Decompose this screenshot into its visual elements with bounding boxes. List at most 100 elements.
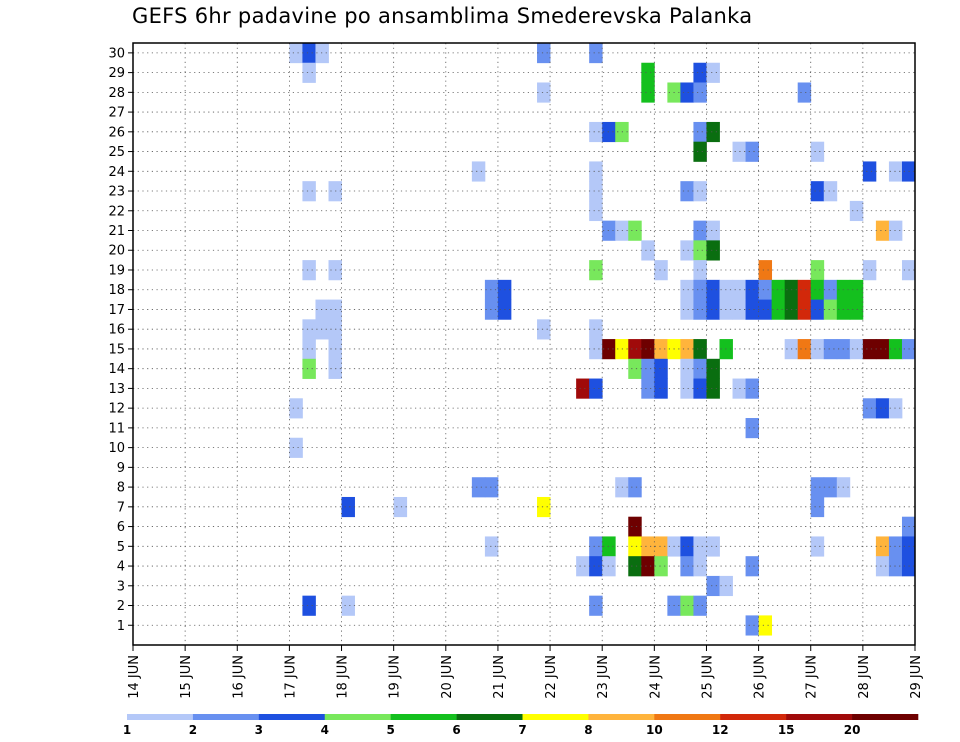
heatmap-cell (589, 536, 603, 557)
legend-swatch (852, 714, 919, 720)
heatmap-cell (693, 279, 707, 300)
heatmap-cell (680, 181, 694, 202)
heatmap-cell (576, 378, 590, 399)
legend-label: 20 (844, 723, 861, 737)
heatmap-cell (823, 339, 838, 360)
heatmap-cell (471, 161, 486, 182)
x-tick-label: 20 JUN (440, 655, 455, 699)
heatmap-cell (680, 279, 694, 300)
y-tick-label: 15 (108, 342, 125, 357)
legend-label: 5 (386, 723, 394, 737)
heatmap-cell (641, 82, 655, 103)
heatmap-cell (771, 299, 786, 320)
heatmap-cell (823, 181, 838, 202)
heatmap-cell (537, 319, 551, 340)
y-tick-label: 27 (108, 106, 125, 121)
heatmap-cell (875, 220, 890, 241)
heatmap-cell (693, 556, 707, 577)
heatmap-cell (745, 615, 759, 636)
heatmap-cell (888, 339, 903, 360)
heatmap-cell (302, 358, 316, 379)
legend: 1 2 3 4 5 6 7 8 10 12 15 20 (123, 714, 919, 737)
y-tick-label: 19 (108, 263, 125, 278)
heatmap-cell (641, 556, 655, 577)
heatmap-cell (745, 418, 759, 439)
y-tick-label: 30 (108, 46, 125, 61)
heatmap-cell (810, 299, 825, 320)
heatmap-cell (758, 615, 773, 636)
heatmap-cell (641, 536, 655, 557)
heatmap-cell (810, 477, 825, 498)
legend-label: 6 (452, 723, 460, 737)
y-tick-label: 12 (108, 402, 125, 417)
heatmap-cell (302, 43, 316, 64)
legend-swatch (786, 714, 853, 720)
legend-label: 2 (189, 723, 197, 737)
heatmap-cell (862, 339, 877, 360)
heatmap-cell (849, 279, 864, 300)
heatmap-cell (654, 536, 668, 557)
heatmap-cell (693, 358, 707, 379)
y-tick-label: 4 (117, 560, 125, 575)
heatmap-cell (888, 398, 903, 419)
heatmap-cell (341, 595, 355, 616)
legend-label: 3 (255, 723, 263, 737)
heatmap-cell (654, 556, 668, 577)
heatmap-cell (302, 181, 316, 202)
heatmap-cell (693, 536, 707, 557)
legend-swatch (324, 714, 391, 720)
heatmap-cell (589, 595, 603, 616)
x-tick-label: 14 JUN (127, 655, 142, 699)
heatmap-cell (602, 339, 616, 360)
heatmap-cell (823, 477, 838, 498)
heatmap-cell (810, 181, 825, 202)
heatmap-cell (393, 496, 408, 518)
legend-label: 1 (123, 723, 131, 737)
heatmap-cell (745, 299, 759, 320)
legend-label: 15 (778, 723, 795, 737)
heatmap-cell (680, 240, 694, 261)
heatmap-cell (302, 319, 316, 340)
x-tick-label: 21 JUN (492, 655, 507, 699)
heatmap-cell (693, 595, 707, 616)
heatmap-cell (341, 496, 355, 518)
heatmap-cell (302, 595, 316, 616)
heatmap-cell (484, 477, 499, 498)
x-tick-label: 18 JUN (336, 655, 351, 699)
heatmap-cell (810, 279, 825, 300)
cells-layer (289, 43, 916, 636)
heatmap-cell (875, 398, 890, 419)
x-tick-label: 17 JUN (283, 655, 298, 699)
heatmap-cell (680, 358, 694, 379)
heatmap-cell (589, 43, 603, 64)
heatmap-cell (693, 141, 707, 162)
heatmap-cell (641, 62, 655, 83)
heatmap-cell (810, 496, 825, 518)
heatmap-cell (888, 220, 903, 241)
heatmap-cell (628, 477, 642, 498)
heatmap-cell (706, 220, 720, 241)
heatmap-cell (862, 161, 877, 182)
heatmap-cell (680, 299, 694, 320)
heatmap-cell (693, 339, 707, 360)
y-tick-label: 21 (108, 224, 125, 239)
legend-label: 8 (584, 723, 592, 737)
heatmap-cell (484, 299, 499, 320)
heatmap-cell (628, 358, 642, 379)
x-tick-label: 26 JUN (753, 655, 768, 699)
chart-title: GEFS 6hr padavine po ansamblima Smederev… (132, 4, 753, 28)
heatmap-cell (680, 595, 694, 616)
y-tick-label: 26 (108, 125, 125, 140)
heatmap-cell (289, 398, 303, 419)
heatmap-cell (602, 121, 616, 143)
y-tick-label: 24 (108, 165, 125, 180)
grid-layer (133, 43, 915, 645)
heatmap-cell (693, 82, 707, 103)
legend-swatch (720, 714, 787, 720)
y-tick-label: 1 (117, 619, 125, 634)
y-tick-label: 25 (108, 145, 125, 160)
legend-swatch (456, 714, 523, 720)
heatmap-cell (706, 62, 720, 83)
y-tick-label: 8 (117, 481, 125, 496)
heatmap-cell (823, 279, 838, 300)
